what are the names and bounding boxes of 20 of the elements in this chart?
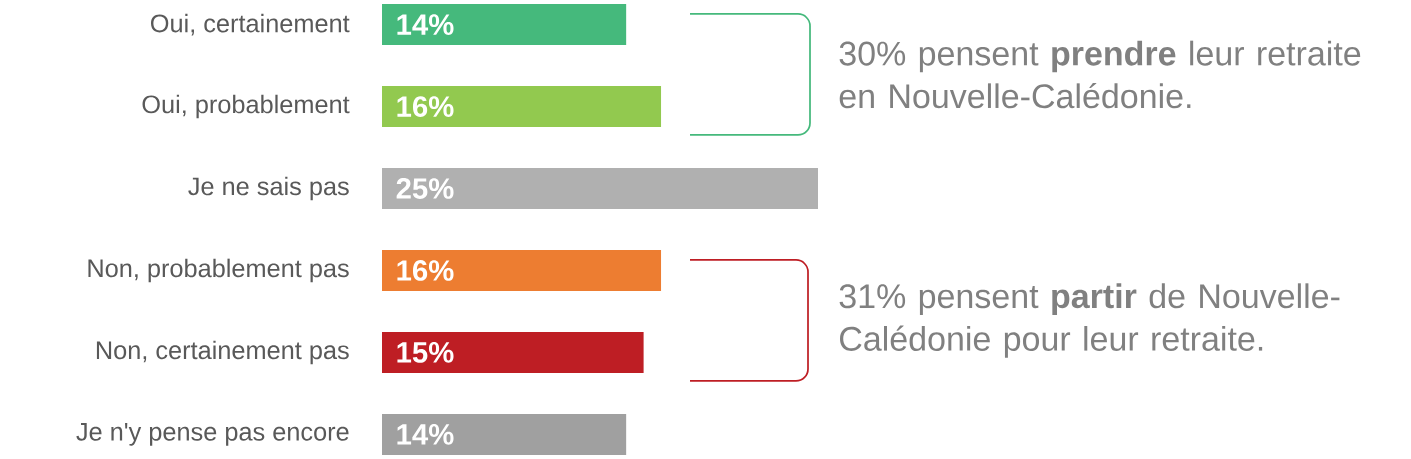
bar <box>382 413 627 455</box>
y-tick-label: Non, certainement pas <box>96 340 349 365</box>
bar <box>382 86 662 128</box>
y-tick-label: Oui, probablement <box>142 94 350 119</box>
text: 30% pensent prendre leur retraite en Nouvelle-Calédonie. <box>839 40 1361 109</box>
y-tick-label: Oui, certainement <box>150 13 350 36</box>
y-tick-label: Non, probablement pas <box>88 258 349 283</box>
data-label: 16% <box>397 260 454 281</box>
data-label: 25% <box>396 178 454 199</box>
data-label: 14% <box>397 14 454 35</box>
text: 31% pensent partir de Nouvelle-Calédonie pour leur retraite. <box>839 283 1340 358</box>
bar <box>382 331 644 373</box>
bar <box>382 4 627 46</box>
data-label: 16% <box>397 96 454 117</box>
bar <box>382 168 818 210</box>
y-tick-label: Je n'y pense pas encore <box>76 423 349 446</box>
y-tick-label: Je ne sais pas <box>188 176 349 201</box>
data-label: 14% <box>397 424 454 445</box>
bar <box>382 249 662 291</box>
data-label: 15% <box>397 342 454 363</box>
